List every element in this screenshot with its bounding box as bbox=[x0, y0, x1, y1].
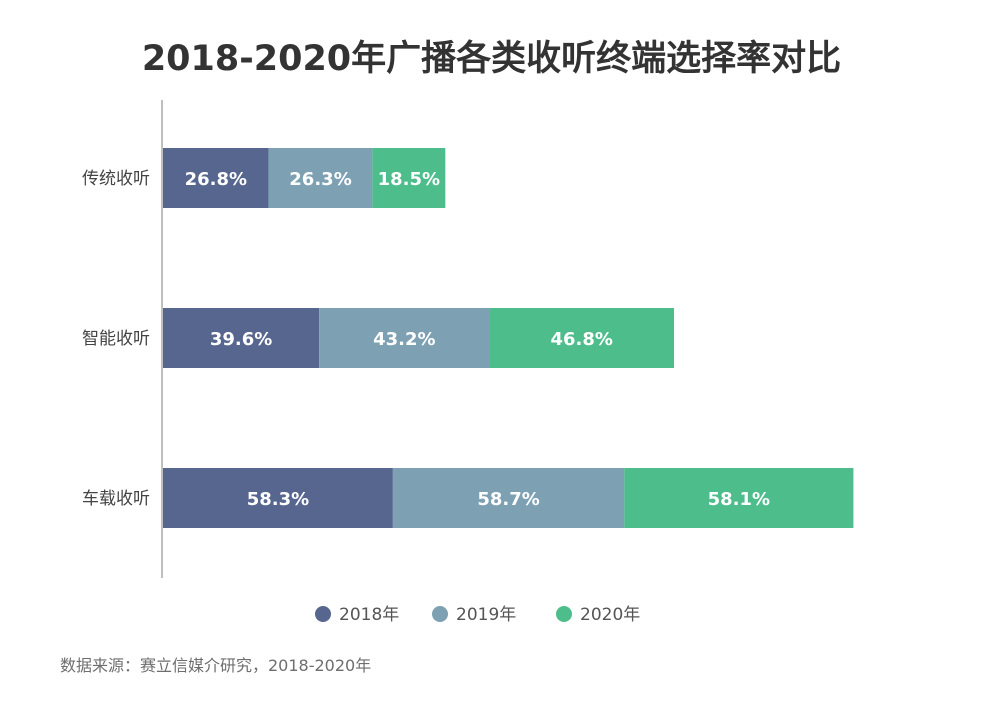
legend-marker bbox=[315, 606, 331, 622]
bar-segment bbox=[319, 308, 490, 368]
data-label: 58.3% bbox=[247, 489, 309, 510]
bar-segment bbox=[489, 308, 674, 368]
bars-layer: 26.8% 26.3% 18.5% 39.6% 43.2% 46.8% 58.3% 58.7%… bbox=[163, 148, 854, 528]
data-label: 39.6% bbox=[210, 329, 272, 350]
data-label: 18.5% bbox=[378, 169, 440, 190]
data-label: 58.1% bbox=[708, 489, 770, 510]
legend-label: 2019年 bbox=[456, 605, 516, 625]
data-label: 58.7% bbox=[477, 489, 539, 510]
bar-segment bbox=[163, 468, 393, 528]
legend-marker bbox=[432, 606, 448, 622]
legend-marker bbox=[556, 606, 572, 622]
source-note: 数据来源：赛立信媒介研究，2018-2020年 bbox=[60, 656, 372, 675]
data-label: 46.8% bbox=[551, 329, 613, 350]
legend: 2018年 2019年 2020年 bbox=[315, 605, 640, 625]
legend-label: 2020年 bbox=[580, 605, 640, 625]
data-label: 26.8% bbox=[185, 169, 247, 190]
chart-title: 2018-2020年广播各类收听终端选择率对比 bbox=[141, 39, 842, 79]
category-label: 智能收听 bbox=[82, 329, 150, 349]
data-label: 43.2% bbox=[373, 329, 435, 350]
legend-label: 2018年 bbox=[339, 605, 399, 625]
category-label: 传统收听 bbox=[82, 169, 150, 189]
data-label: 26.3% bbox=[289, 169, 351, 190]
bar-segment bbox=[268, 148, 373, 208]
bar-segment bbox=[163, 308, 320, 368]
bar-segment bbox=[392, 468, 625, 528]
bar-segment bbox=[163, 148, 269, 208]
category-label: 车载收听 bbox=[82, 489, 150, 509]
bar-segment bbox=[372, 148, 446, 208]
bar-segment bbox=[624, 468, 854, 528]
